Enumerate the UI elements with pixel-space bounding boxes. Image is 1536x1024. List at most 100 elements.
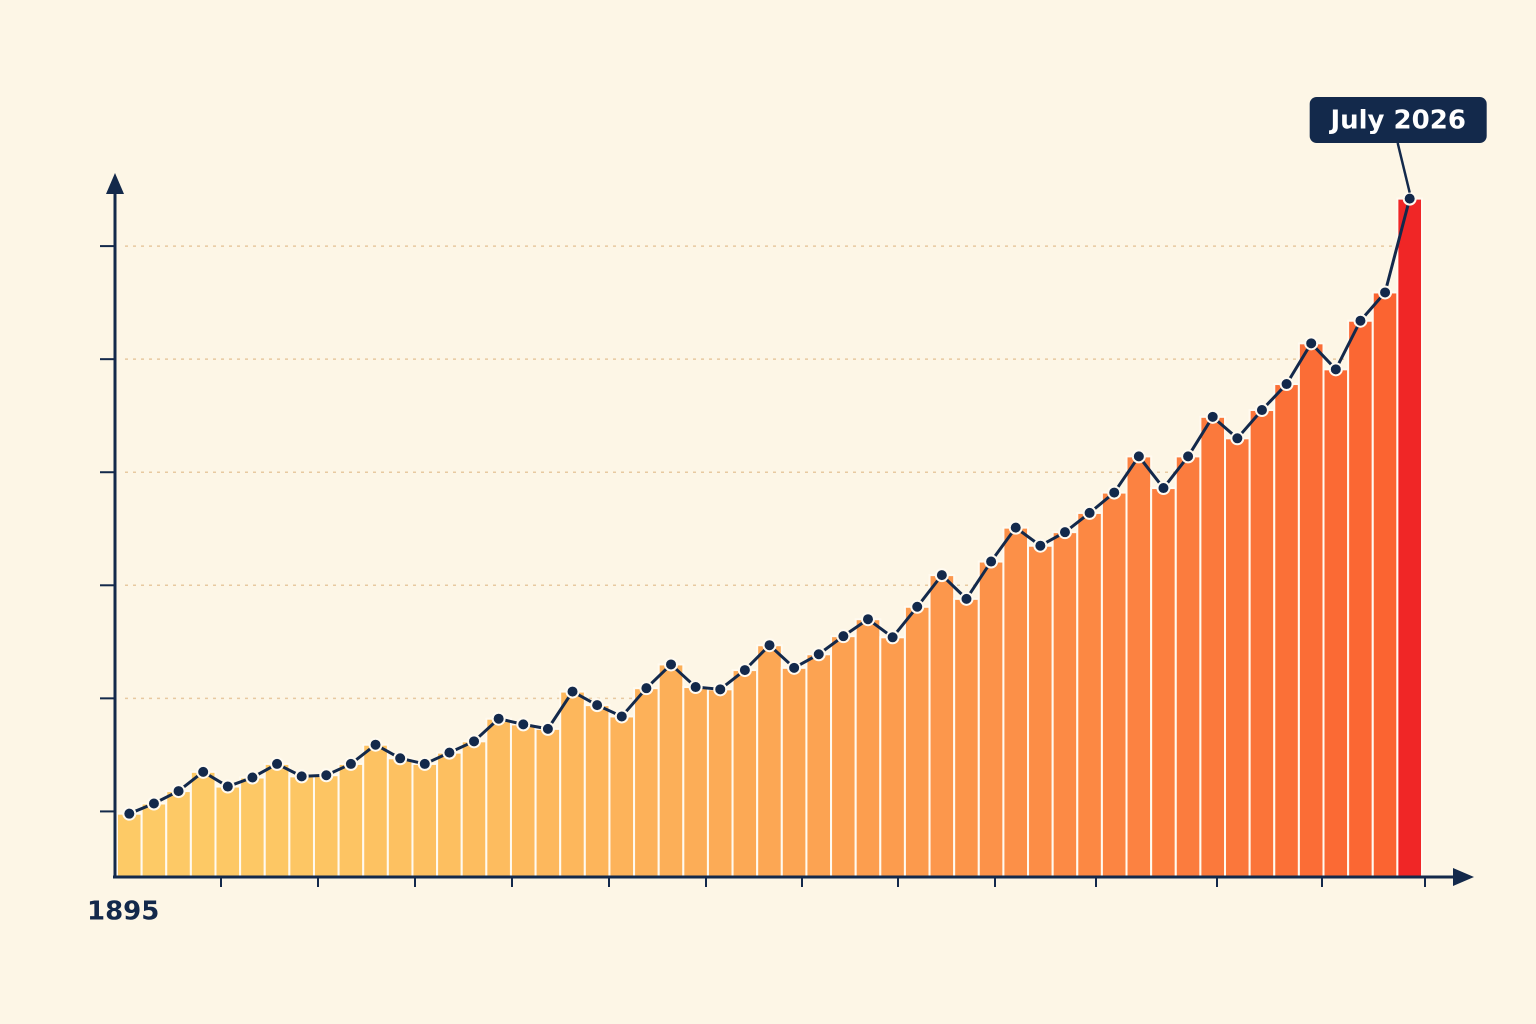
bar: [1322, 368, 1350, 878]
data-point: [1033, 538, 1048, 553]
bar: [706, 688, 734, 879]
data-point: [368, 737, 383, 752]
data-point: [639, 681, 654, 696]
callout-box: [1309, 97, 1487, 143]
bar: [1224, 437, 1251, 878]
bar: [903, 605, 931, 878]
bar: [953, 597, 980, 878]
data-point: [762, 638, 777, 653]
bar: [140, 802, 168, 878]
bar: [1347, 319, 1374, 878]
data-point: [1304, 336, 1319, 351]
bar: [1248, 409, 1276, 878]
bar: [657, 663, 685, 879]
data-point: [959, 591, 974, 606]
x-axis-ticks: [220, 877, 1426, 887]
bar: [509, 723, 537, 879]
bar: [1051, 531, 1079, 878]
y-axis-arrow: [106, 173, 124, 194]
bar: [337, 762, 365, 878]
data-point: [245, 770, 260, 785]
data-point: [270, 756, 285, 771]
data-point: [467, 734, 482, 749]
data-point: [1328, 362, 1343, 377]
bar: [1174, 455, 1202, 878]
bar: [977, 560, 1005, 878]
callout-connector: [1396, 142, 1411, 193]
data-point: [491, 711, 506, 726]
data-point: [294, 769, 309, 784]
data-point: [220, 779, 235, 794]
data-point: [540, 721, 555, 736]
bar: [559, 690, 586, 879]
x-tick-label: 1895: [87, 897, 159, 927]
bar: [263, 762, 291, 878]
bar: [608, 715, 636, 878]
bar: [1273, 383, 1300, 878]
bar: [928, 574, 956, 878]
data-point: [1008, 520, 1023, 535]
bar: [165, 790, 192, 879]
data-point: [1230, 431, 1245, 446]
data-point: [1353, 313, 1368, 328]
overlay: 1895 July 2026: [87, 97, 1487, 927]
bar: [1027, 544, 1054, 878]
data-point: [664, 657, 679, 672]
bar: [756, 644, 783, 878]
data-point: [1156, 481, 1171, 496]
bar: [288, 775, 315, 878]
data-point: [934, 568, 949, 583]
data-point: [1279, 377, 1294, 392]
data-point: [1254, 403, 1269, 418]
bar: [879, 636, 906, 878]
data-point: [516, 717, 531, 732]
bar: [1100, 491, 1128, 878]
data-point: [442, 745, 457, 760]
data-point: [417, 756, 432, 771]
bar: [1396, 197, 1423, 878]
bar: [411, 762, 439, 878]
callout-label: July 2026: [1328, 106, 1465, 136]
bar: [731, 669, 759, 878]
bar: [460, 740, 488, 878]
bar: [239, 776, 266, 879]
data-point: [1181, 449, 1196, 464]
data-point: [393, 751, 408, 766]
data-point: [984, 554, 999, 569]
data-point: [1057, 525, 1072, 540]
data-point: [1378, 285, 1393, 300]
data-point: [146, 796, 161, 811]
data-point: [196, 764, 211, 779]
data-point: [171, 784, 186, 799]
data-point: [713, 682, 728, 697]
bar: [1125, 455, 1153, 878]
data-point: [737, 663, 752, 678]
bar: [362, 743, 389, 879]
data-point: [1082, 505, 1097, 520]
bar: [312, 774, 340, 879]
bar: [1150, 487, 1177, 878]
bar: [1371, 291, 1399, 878]
data-point: [1402, 191, 1417, 206]
data-point: [885, 630, 900, 645]
data-point: [343, 756, 358, 771]
data-point: [787, 660, 802, 675]
data-point: [811, 647, 826, 662]
bar: [583, 704, 611, 878]
bar: [805, 653, 833, 878]
bar: [485, 717, 512, 878]
bar: [780, 666, 808, 878]
data-point: [836, 629, 851, 644]
bar: [189, 770, 217, 878]
data-point: [910, 599, 925, 614]
bar: [682, 686, 709, 879]
data-point: [860, 612, 875, 627]
data-point: [319, 768, 334, 783]
data-point: [590, 698, 605, 713]
bar: [116, 812, 143, 879]
bar: [1076, 511, 1103, 878]
bar: [854, 618, 882, 878]
data-point: [1205, 409, 1220, 424]
bar: [534, 727, 562, 879]
bar: [436, 751, 463, 878]
